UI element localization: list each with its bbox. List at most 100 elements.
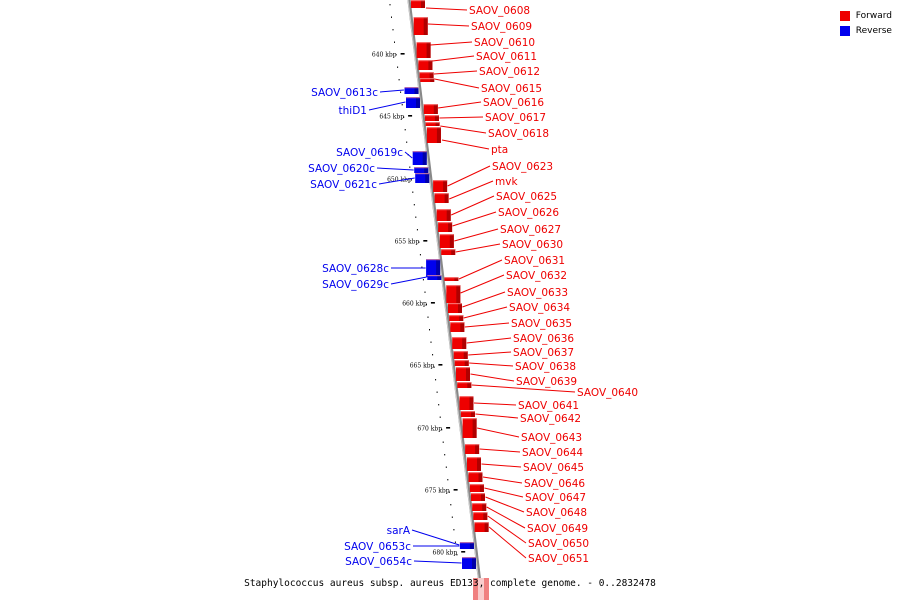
- forward-leader-line: [484, 487, 524, 498]
- forward-gene-label[interactable]: SAOV_0637: [513, 347, 574, 359]
- reverse-gene-feature: [459, 542, 474, 549]
- forward-gene-label[interactable]: SAOV_0646: [524, 478, 585, 490]
- forward-swatch: [839, 10, 850, 21]
- forward-gene-feature: [433, 180, 448, 192]
- minor-tick: [424, 291, 426, 293]
- reverse-gene-label[interactable]: SAOV_0628c: [322, 263, 389, 275]
- reverse-leader-line: [413, 560, 462, 564]
- forward-gene-label[interactable]: pta: [491, 144, 508, 156]
- forward-gene-label[interactable]: SAOV_0636: [513, 333, 574, 345]
- forward-gene-label[interactable]: SAOV_0644: [522, 447, 583, 459]
- forward-gene-label[interactable]: SAOV_0626: [498, 207, 559, 219]
- forward-gene-label[interactable]: SAOV_0645: [523, 462, 584, 474]
- reverse-gene-label[interactable]: sarA: [387, 525, 411, 537]
- forward-gene-label[interactable]: SAOV_0640: [577, 387, 638, 399]
- forward-gene-feature: [456, 367, 470, 381]
- forward-gene-label[interactable]: SAOV_0648: [526, 507, 587, 519]
- forward-gene-feature: [452, 337, 467, 349]
- forward-gene-feature: [436, 209, 451, 221]
- forward-gene-label[interactable]: SAOV_0608: [469, 5, 530, 17]
- legend-reverse-label: Reverse: [855, 25, 892, 36]
- forward-gene-label[interactable]: SAOV_0635: [511, 318, 572, 330]
- minor-tick: [448, 491, 450, 493]
- forward-gene-label[interactable]: SAOV_0638: [515, 361, 576, 373]
- forward-gene-label[interactable]: SAOV_0651: [528, 553, 589, 565]
- forward-gene-feature: [471, 493, 485, 501]
- forward-gene-label[interactable]: SAOV_0632: [506, 270, 567, 282]
- forward-gene-feature: [460, 411, 475, 417]
- forward-gene-feature: [424, 115, 439, 121]
- forward-leader-line: [427, 23, 470, 27]
- minor-tick: [450, 504, 452, 506]
- minor-tick: [444, 454, 446, 456]
- forward-leader-line: [447, 165, 491, 187]
- tick-label: 675 kbp: [425, 488, 450, 495]
- forward-gene-label[interactable]: SAOV_0650: [528, 538, 589, 550]
- forward-gene-label[interactable]: SAOV_0649: [527, 523, 588, 535]
- legend-forward-label: Forward: [855, 10, 892, 21]
- minor-tick: [395, 54, 397, 56]
- forward-gene-label[interactable]: SAOV_0615: [481, 83, 542, 95]
- reverse-gene-label[interactable]: SAOV_0654c: [345, 556, 412, 568]
- gene-features: [404, 0, 489, 569]
- reverse-gene-label[interactable]: SAOV_0619c: [336, 147, 403, 159]
- forward-gene-label[interactable]: SAOV_0627: [500, 224, 561, 236]
- minor-tick: [447, 479, 449, 481]
- minor-tick: [401, 104, 403, 106]
- forward-gene-label[interactable]: SAOV_0611: [476, 51, 537, 63]
- minor-tick: [439, 416, 441, 418]
- minor-tick: [398, 79, 400, 81]
- tick-label: 665 kbp: [410, 363, 435, 370]
- reverse-gene-feature: [415, 173, 430, 183]
- forward-leader-line: [485, 496, 525, 513]
- minor-tick: [413, 204, 415, 206]
- forward-gene-label[interactable]: SAOV_0609: [471, 21, 532, 33]
- forward-gene-label[interactable]: SAOV_0610: [474, 37, 535, 49]
- reverse-leader-line: [390, 276, 427, 285]
- reverse-swatch: [839, 25, 850, 36]
- forward-gene-feature: [441, 249, 456, 255]
- forward-gene-feature: [438, 222, 453, 232]
- forward-gene-feature: [423, 104, 438, 114]
- forward-gene-label[interactable]: SAOV_0647: [525, 492, 586, 504]
- forward-gene-label[interactable]: SAOV_0616: [483, 97, 544, 109]
- minor-tick: [389, 4, 391, 6]
- reverse-gene-label[interactable]: SAOV_0613c: [311, 87, 378, 99]
- reverse-gene-label[interactable]: thiD1: [339, 105, 367, 117]
- forward-gene-label[interactable]: SAOV_0631: [504, 255, 565, 267]
- reverse-leader-line: [411, 529, 460, 546]
- forward-gene-label[interactable]: SAOV_0643: [521, 432, 582, 444]
- reverse-gene-label[interactable]: SAOV_0653c: [344, 541, 411, 553]
- forward-leader-line: [434, 78, 480, 89]
- current-position-marker-core: [478, 578, 484, 600]
- reverse-leader-line: [368, 101, 406, 111]
- forward-gene-label[interactable]: SAOV_0612: [479, 66, 540, 78]
- forward-gene-label[interactable]: SAOV_0630: [502, 239, 563, 251]
- minor-tick: [403, 116, 405, 118]
- minor-tick: [418, 241, 420, 243]
- forward-gene-feature: [457, 382, 472, 388]
- major-tick: [453, 489, 458, 491]
- forward-gene-label[interactable]: SAOV_0617: [485, 112, 546, 124]
- forward-gene-label[interactable]: SAOV_0625: [496, 191, 557, 203]
- forward-gene-label[interactable]: SAOV_0623: [492, 161, 553, 173]
- reverse-gene-label[interactable]: SAOV_0629c: [322, 279, 389, 291]
- tick-label: 670 kbp: [417, 426, 442, 433]
- reverse-gene-label[interactable]: SAOV_0620c: [308, 163, 375, 175]
- minor-tick: [456, 554, 458, 556]
- forward-gene-label[interactable]: mvk: [495, 176, 518, 188]
- forward-gene-feature: [420, 78, 435, 82]
- minor-tick: [451, 516, 453, 518]
- forward-gene-label[interactable]: SAOV_0618: [488, 128, 549, 140]
- forward-gene-label[interactable]: SAOV_0642: [520, 413, 581, 425]
- forward-gene-feature: [434, 193, 449, 203]
- forward-gene-label[interactable]: SAOV_0634: [509, 302, 570, 314]
- forward-gene-feature: [446, 285, 461, 303]
- forward-gene-label[interactable]: SAOV_0633: [507, 287, 568, 299]
- reverse-leader-line: [378, 177, 415, 185]
- reverse-leader-line: [379, 89, 404, 93]
- forward-gene-label[interactable]: SAOV_0641: [518, 400, 579, 412]
- forward-gene-label[interactable]: SAOV_0639: [516, 376, 577, 388]
- reverse-gene-label[interactable]: SAOV_0621c: [310, 179, 377, 191]
